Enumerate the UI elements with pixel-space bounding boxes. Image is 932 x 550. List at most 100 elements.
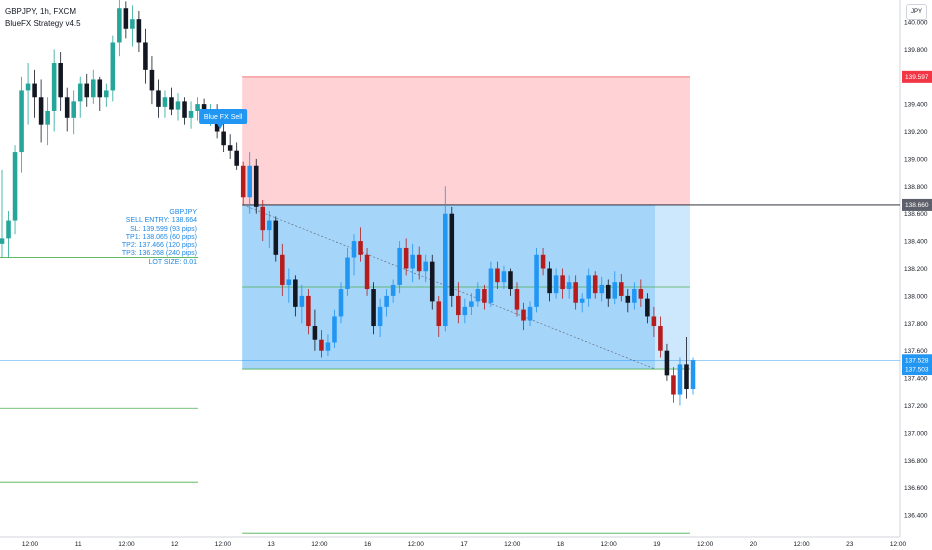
candle-body — [690, 360, 696, 390]
sell-signal-text: Blue FX Sell — [204, 114, 243, 121]
candle — [182, 97, 187, 125]
candle-body — [156, 90, 161, 107]
candle — [240, 161, 246, 206]
candle — [690, 357, 696, 395]
candle-body — [325, 342, 331, 351]
trade-info-line: SL: 139.599 (93 pips) — [130, 225, 197, 233]
currency-badge[interactable]: JPY — [906, 4, 927, 20]
candle-body — [638, 289, 644, 299]
candle-body — [592, 275, 598, 294]
candle — [280, 243, 285, 296]
x-tick-label: 12:00 — [601, 541, 618, 548]
candle — [416, 246, 422, 280]
candle-body — [416, 254, 422, 272]
candle — [540, 247, 546, 276]
trade-info-line: TP3: 136.268 (240 pips) — [121, 250, 197, 258]
candle — [553, 268, 559, 299]
candle — [397, 241, 402, 294]
y-tick-label: 138.000 — [904, 293, 928, 300]
y-tick-label: 140.000 — [904, 19, 928, 26]
tp2-price-badge-text: 137.503 — [905, 366, 929, 373]
candle-body — [0, 238, 5, 244]
candle — [32, 69, 37, 118]
x-tick-label: 12:00 — [311, 541, 328, 548]
candle-body — [221, 131, 226, 146]
candle-body — [143, 42, 148, 70]
x-tick-label: 12:00 — [408, 541, 425, 548]
candle-body — [90, 79, 96, 98]
candle-body — [560, 275, 565, 290]
y-tick-label: 136.400 — [904, 513, 928, 520]
candle — [671, 367, 676, 403]
trade-info-line: SELL ENTRY: 138.664 — [125, 217, 197, 225]
candle-body — [436, 301, 442, 327]
candle — [527, 301, 533, 327]
candle — [475, 282, 481, 307]
candle-body — [664, 350, 670, 376]
candle — [123, 1, 129, 39]
candle — [188, 101, 194, 129]
candle — [64, 87, 70, 132]
candle-body — [384, 295, 389, 307]
candle-body — [64, 97, 70, 118]
candle-body — [521, 309, 526, 321]
x-tick-label: 12:00 — [215, 541, 232, 548]
candle — [97, 76, 103, 111]
candle-body — [332, 316, 337, 343]
y-tick-label: 137.400 — [904, 376, 928, 383]
candle-body — [136, 19, 142, 43]
candle-body — [130, 19, 135, 29]
candle — [456, 282, 461, 324]
x-tick-label: 12:00 — [793, 541, 810, 548]
candle — [6, 210, 11, 258]
y-tick-label: 136.800 — [904, 458, 928, 465]
candle — [384, 289, 389, 317]
candle — [619, 273, 624, 302]
candle-body — [240, 165, 246, 198]
y-tick-label: 139.200 — [904, 129, 928, 136]
candle-body — [449, 213, 455, 296]
candle-body — [527, 306, 533, 321]
candle-body — [651, 316, 657, 327]
candle — [638, 279, 644, 307]
candle — [0, 169, 5, 258]
candle-body — [51, 63, 57, 111]
candle-body — [632, 289, 637, 303]
candle-body — [71, 101, 76, 118]
last-price-badge-text: 137.528 — [905, 358, 929, 365]
candle-body — [573, 282, 578, 303]
candle-body — [175, 101, 181, 110]
candle — [547, 261, 552, 302]
candle-body — [658, 326, 663, 351]
candle-body — [514, 289, 520, 310]
candle — [306, 289, 311, 335]
stop-loss-zone — [242, 76, 690, 205]
candle-body — [397, 247, 402, 285]
candle — [84, 73, 90, 107]
candle — [403, 238, 409, 276]
x-tick-label: 13 — [267, 541, 275, 548]
candle — [684, 336, 689, 399]
candle — [488, 261, 494, 307]
candle-body — [540, 254, 546, 269]
trade-path-line — [243, 204, 656, 370]
candle — [423, 254, 429, 283]
x-tick-label: 23 — [846, 541, 854, 548]
candle — [175, 93, 181, 121]
candle — [325, 334, 331, 357]
candle-body — [19, 90, 24, 153]
candle-body — [104, 90, 109, 98]
candle-body — [25, 83, 31, 91]
candle-body — [534, 254, 539, 307]
candle — [143, 28, 148, 84]
y-tick-label: 136.600 — [904, 485, 928, 492]
candle — [58, 52, 63, 111]
candle — [560, 268, 565, 299]
candle — [332, 309, 337, 348]
candle — [625, 289, 631, 313]
candle-body — [443, 213, 448, 327]
candle — [77, 76, 83, 118]
candle-body — [599, 284, 605, 294]
candle — [117, 0, 122, 57]
